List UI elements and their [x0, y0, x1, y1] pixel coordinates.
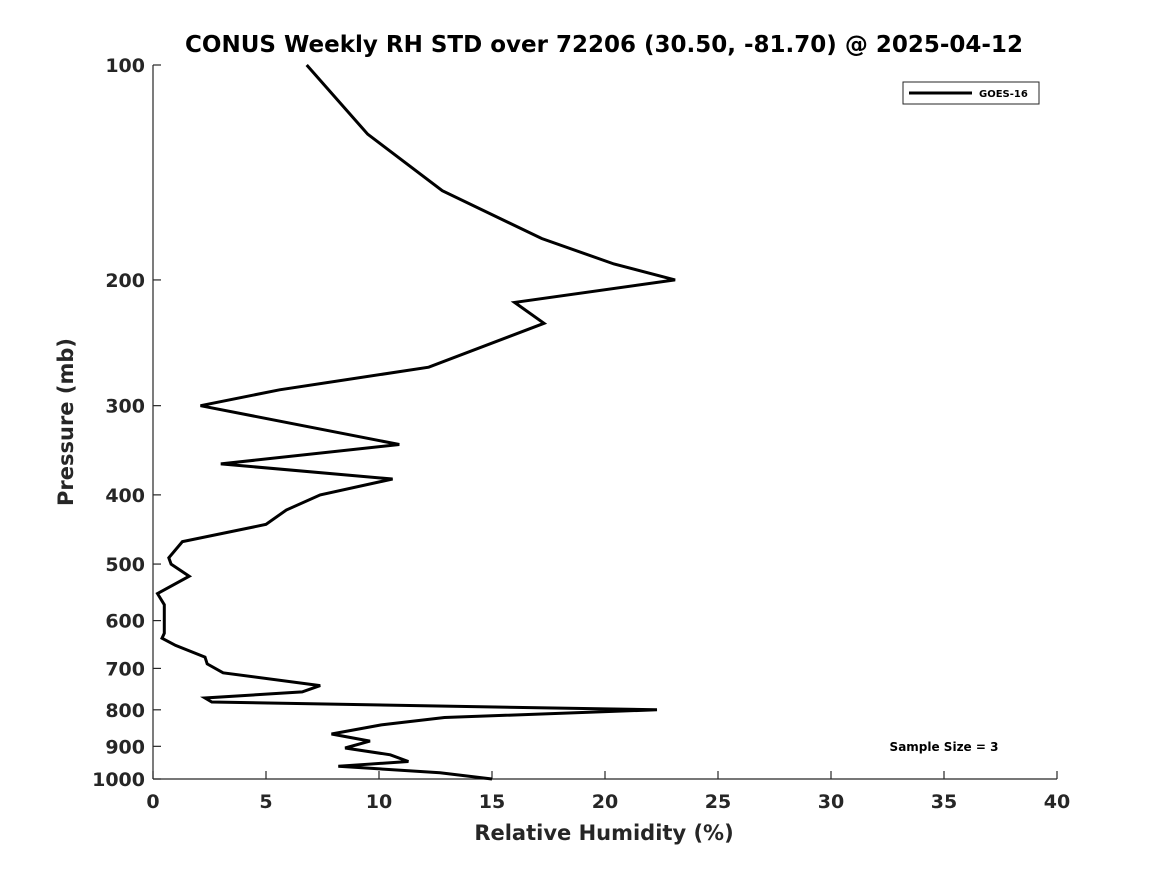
legend: GOES-16 [902, 81, 1040, 105]
y-tick-label: 600 [105, 611, 145, 633]
y-tick-label: 900 [105, 736, 145, 758]
x-tick-label: 40 [1044, 791, 1070, 813]
x-tick-label: 10 [366, 791, 392, 813]
y-ticks: 100 200 300 400 500 600 700 800 900 1000 [92, 55, 161, 791]
x-tick-label: 35 [931, 791, 957, 813]
y-tick-label: 800 [105, 700, 145, 722]
x-tick-label: 5 [259, 791, 272, 813]
x-tick-label: 0 [146, 791, 159, 813]
y-tick-label: 500 [105, 554, 145, 576]
y-tick-label: 400 [105, 485, 145, 507]
x-tick-label: 20 [592, 791, 618, 813]
y-tick-label: 200 [105, 270, 145, 292]
chart-title: CONUS Weekly RH STD over 72206 (30.50, -… [185, 32, 1023, 58]
y-tick-label: 700 [105, 658, 145, 680]
series-line-goes-16 [155, 64, 676, 781]
y-axis-label: Pressure (mb) [54, 338, 78, 506]
y-tick-label: 100 [105, 55, 145, 77]
y-tick-label: 1000 [92, 769, 145, 791]
x-ticks: 0 5 10 15 20 25 30 35 40 [146, 771, 1070, 813]
legend-label: GOES-16 [979, 89, 1028, 100]
x-tick-label: 15 [479, 791, 505, 813]
sample-size-annotation: Sample Size = 3 [890, 740, 999, 754]
x-axis-label: Relative Humidity (%) [474, 821, 733, 845]
x-tick-label: 30 [818, 791, 844, 813]
y-tick-label: 300 [105, 396, 145, 418]
x-tick-label: 25 [705, 791, 731, 813]
